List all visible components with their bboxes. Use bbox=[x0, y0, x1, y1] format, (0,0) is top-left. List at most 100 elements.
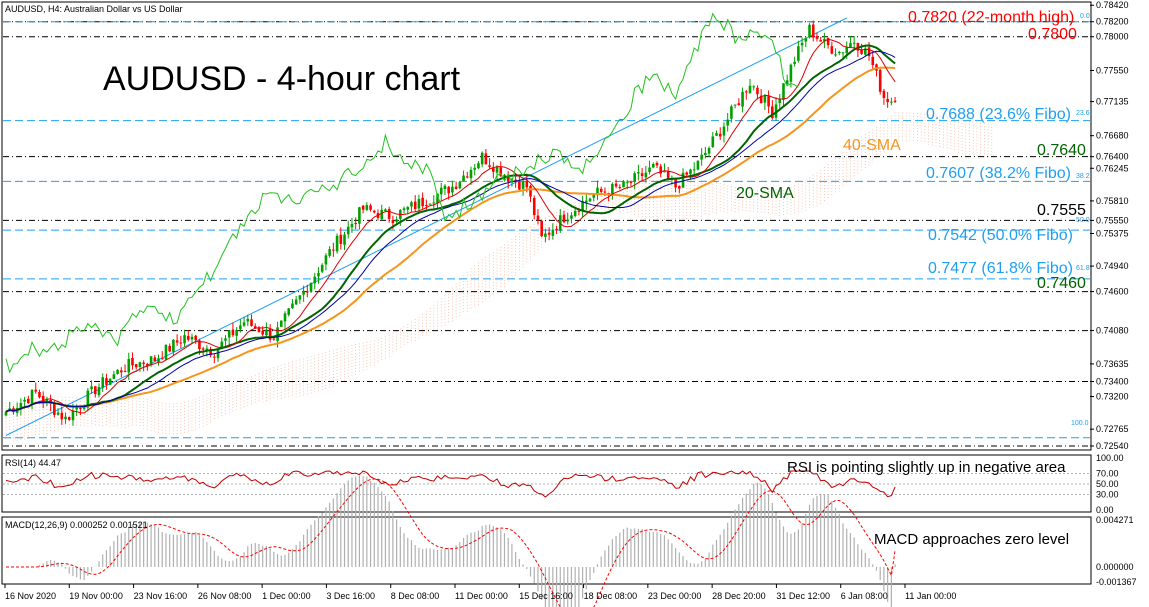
candle-body bbox=[730, 106, 733, 119]
price-tick-label: 0.75375 bbox=[1096, 228, 1129, 238]
candle-body bbox=[346, 226, 350, 235]
time-tick-label: 16 Nov 2020 bbox=[5, 591, 56, 601]
candle-body bbox=[220, 341, 224, 350]
candle-body bbox=[101, 377, 105, 388]
candle-body bbox=[257, 327, 261, 333]
candle-body bbox=[447, 186, 450, 194]
candle-body bbox=[19, 402, 23, 409]
time-tick-label: 1 Dec 00:00 bbox=[262, 591, 311, 601]
candle-body bbox=[384, 209, 387, 212]
candle-body bbox=[138, 362, 142, 367]
macd-tick-label: 0.004271 bbox=[1096, 515, 1134, 525]
candle-body bbox=[60, 412, 64, 420]
horizontal-levels bbox=[3, 21, 1090, 447]
candle-body bbox=[421, 197, 424, 207]
candle-body bbox=[216, 348, 220, 359]
chart-title: AUDUSD - 4-hour chart bbox=[103, 60, 461, 98]
candle-body bbox=[536, 215, 540, 221]
candle-body bbox=[120, 370, 123, 373]
time-tick-label: 8 Dec 08:00 bbox=[391, 591, 440, 601]
kijun-line bbox=[5, 50, 896, 413]
candle-body bbox=[890, 101, 893, 103]
time-tick-label: 23 Dec 00:00 bbox=[648, 591, 702, 601]
price-tick-label: 0.77550 bbox=[1096, 65, 1129, 75]
candle-body bbox=[157, 358, 160, 362]
candle-body bbox=[845, 47, 849, 53]
candle-body bbox=[495, 166, 499, 173]
candle-body bbox=[298, 295, 302, 300]
candle-body bbox=[614, 183, 618, 187]
time-tick-label: 6 Jan 08:00 bbox=[841, 591, 888, 601]
candle-body bbox=[666, 170, 670, 179]
price-tick-label: 0.76680 bbox=[1096, 131, 1129, 141]
rsi-tick-label: 50.00 bbox=[1096, 479, 1119, 489]
candle-body bbox=[175, 340, 179, 343]
candle-body bbox=[715, 133, 718, 136]
fib-label-50-0: 50.0 bbox=[1076, 217, 1090, 224]
rsi-tick-label: 0.00 bbox=[1096, 505, 1114, 515]
candle-body bbox=[283, 313, 287, 322]
main-panel-header: AUDUSD, H4: Australian Dollar vs US Doll… bbox=[5, 4, 183, 14]
candle-body bbox=[179, 342, 183, 344]
candle-body bbox=[291, 303, 294, 309]
annotation-rsi: RSI is pointing slightly up in negative … bbox=[787, 459, 1066, 476]
candle-body bbox=[134, 364, 138, 368]
candle-body bbox=[75, 407, 78, 410]
price-tick-label: 0.73200 bbox=[1096, 392, 1129, 402]
time-tick-label: 11 Dec 00:00 bbox=[455, 591, 508, 601]
candle-body bbox=[834, 54, 837, 56]
candle-body bbox=[756, 87, 759, 95]
candle-body bbox=[287, 308, 291, 315]
candle-body bbox=[622, 181, 625, 188]
candle-body bbox=[4, 411, 8, 416]
candle-body bbox=[279, 320, 283, 327]
candle-body bbox=[722, 126, 726, 136]
candle-body bbox=[585, 200, 588, 203]
candle-body bbox=[771, 106, 774, 118]
candle-body bbox=[439, 187, 443, 195]
candle-body bbox=[34, 389, 38, 392]
macd-tick-label: -0.001367 bbox=[1096, 577, 1137, 587]
candle-body bbox=[856, 42, 860, 51]
candle-body bbox=[547, 232, 551, 235]
annotation-macd: MACD approaches zero level bbox=[874, 531, 1069, 548]
candle-body bbox=[878, 69, 882, 92]
candle-body bbox=[380, 209, 384, 220]
candle-body bbox=[354, 222, 357, 225]
candle-body bbox=[350, 223, 354, 228]
candle-body bbox=[726, 119, 729, 126]
price-tick-label: 0.76400 bbox=[1096, 152, 1129, 162]
candle-body bbox=[332, 249, 335, 251]
candle-body bbox=[793, 61, 796, 64]
annotation-fib-236: 0.7688 (23.6% Fibo) bbox=[926, 106, 1071, 123]
candle-body bbox=[741, 91, 744, 107]
candle-body bbox=[581, 201, 584, 211]
annotation-fib-382: 0.7607 (38.2% Fibo) bbox=[926, 165, 1071, 182]
candle-body bbox=[53, 403, 56, 415]
candle-body bbox=[599, 188, 603, 192]
candle-body bbox=[164, 344, 168, 360]
candle-body bbox=[168, 345, 171, 352]
candle-body bbox=[123, 370, 127, 372]
candle-body bbox=[655, 162, 659, 166]
price-tick-label: 0.74600 bbox=[1096, 287, 1129, 297]
candle-body bbox=[648, 167, 651, 172]
candlesticks bbox=[4, 20, 897, 426]
candle-body bbox=[387, 209, 391, 219]
candle-body bbox=[637, 172, 640, 174]
candle-body bbox=[372, 210, 376, 213]
price-tick-label: 0.74940 bbox=[1096, 261, 1129, 271]
candle-body bbox=[198, 340, 201, 349]
candle-body bbox=[819, 40, 822, 42]
candle-body bbox=[183, 335, 186, 344]
candle-body bbox=[886, 98, 889, 103]
candle-body bbox=[640, 173, 644, 177]
candle-body bbox=[127, 359, 131, 373]
candle-body bbox=[837, 51, 841, 54]
candle-body bbox=[488, 165, 491, 167]
candle-body bbox=[808, 24, 811, 38]
candle-body bbox=[711, 136, 715, 147]
candle-body bbox=[365, 205, 369, 210]
candle-body bbox=[335, 235, 339, 252]
candle-body bbox=[767, 95, 770, 107]
